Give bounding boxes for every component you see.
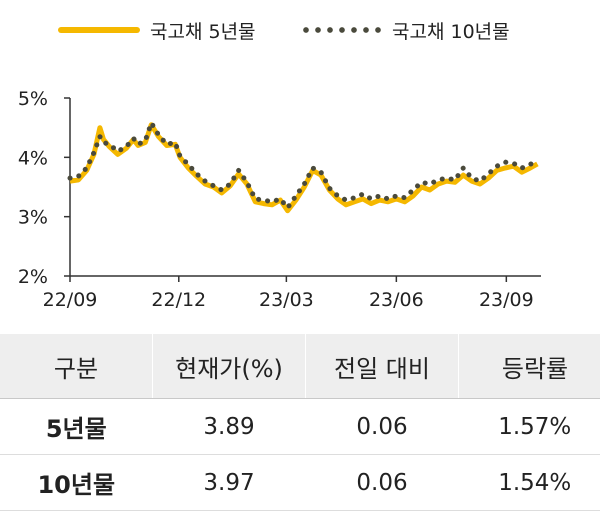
legend-swatch-dotted-line bbox=[300, 27, 382, 33]
x-tick-label: 23/09 bbox=[479, 289, 534, 311]
x-tick-label: 22/12 bbox=[151, 289, 206, 311]
y-tick-label: 3% bbox=[18, 207, 48, 229]
legend-item-5y: 국고채 5년물 bbox=[58, 14, 256, 46]
table-row: 5년물 3.89 0.06 1.57% bbox=[0, 399, 600, 455]
cell-rate: 1.54% bbox=[459, 455, 600, 511]
chart-legend: 국고채 5년물 국고채 10년물 bbox=[0, 0, 600, 60]
legend-swatch-solid-line bbox=[58, 27, 140, 33]
cell-price: 3.97 bbox=[153, 455, 306, 511]
legend-item-10y: 국고채 10년물 bbox=[300, 14, 510, 46]
table-header-row: 구분 현재가(%) 전일 대비 등락률 bbox=[0, 334, 600, 399]
header-category: 구분 bbox=[0, 334, 153, 399]
y-tick-label: 5% bbox=[18, 88, 48, 110]
row-label-10y: 10년물 bbox=[0, 455, 153, 511]
x-tick-label: 22/09 bbox=[43, 289, 98, 311]
chart-series bbox=[69, 122, 538, 211]
header-current-price: 현재가(%) bbox=[153, 334, 306, 399]
yield-line-chart: 2% 3% 4% 5% 22/09 22/12 23/03 23/06 23/09 bbox=[0, 60, 600, 328]
cell-change: 0.06 bbox=[306, 455, 459, 511]
series-line-5y bbox=[70, 125, 537, 211]
yield-summary-table: 구분 현재가(%) 전일 대비 등락률 5년물 3.89 0.06 1.57% … bbox=[0, 334, 600, 511]
row-label-5y: 5년물 bbox=[0, 399, 153, 455]
table-row: 10년물 3.97 0.06 1.54% bbox=[0, 455, 600, 511]
header-change-rate: 등락률 bbox=[459, 334, 600, 399]
legend-label-10y: 국고채 10년물 bbox=[392, 17, 510, 44]
y-tick-label: 2% bbox=[18, 266, 48, 288]
legend-label-5y: 국고채 5년물 bbox=[150, 17, 256, 44]
series-line-10y bbox=[70, 123, 537, 208]
cell-rate: 1.57% bbox=[459, 399, 600, 455]
x-tick-label: 23/03 bbox=[259, 289, 314, 311]
x-tick-label: 23/06 bbox=[369, 289, 424, 311]
y-tick-label: 4% bbox=[18, 147, 48, 169]
header-day-change: 전일 대비 bbox=[306, 334, 459, 399]
cell-change: 0.06 bbox=[306, 399, 459, 455]
cell-price: 3.89 bbox=[153, 399, 306, 455]
